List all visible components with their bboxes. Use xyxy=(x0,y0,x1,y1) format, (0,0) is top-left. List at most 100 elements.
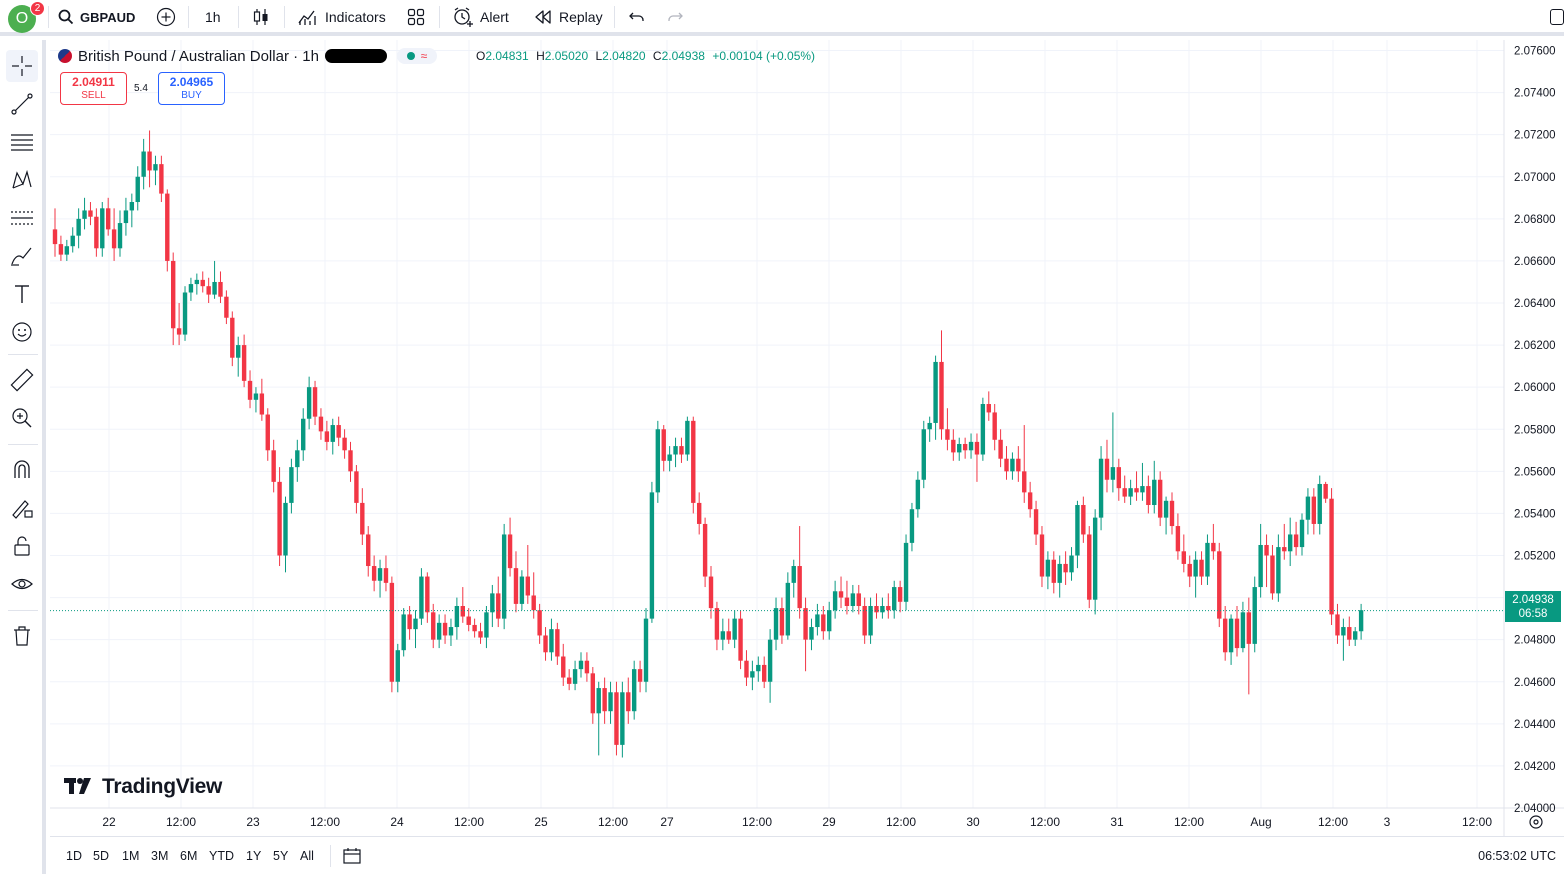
candle-body xyxy=(1157,479,1163,518)
candle-body xyxy=(862,606,867,636)
utc-clock[interactable]: 06:53:02 UTC xyxy=(1478,849,1556,863)
candle-body xyxy=(70,235,75,247)
settings-gear[interactable] xyxy=(1529,815,1543,829)
price-tick-label: 2.04200 xyxy=(1514,761,1556,773)
candle-body xyxy=(1169,500,1175,527)
candle-body xyxy=(915,479,921,510)
candle-body xyxy=(454,606,460,628)
candle-body xyxy=(543,635,548,653)
buy-price: 2.04965 xyxy=(169,74,214,89)
gear-icon-center xyxy=(1533,819,1539,825)
compare-symbol-button[interactable] xyxy=(156,0,176,34)
tradingview-logo[interactable]: TradingView xyxy=(64,775,222,799)
range-1y-button[interactable]: 1Y xyxy=(246,849,262,863)
candle-body xyxy=(230,317,235,358)
candle-body xyxy=(649,492,655,619)
candle-body xyxy=(744,660,749,678)
candle-body xyxy=(673,446,678,455)
undo-button[interactable] xyxy=(628,0,646,34)
candle-body xyxy=(425,576,430,613)
candle-body xyxy=(176,328,182,335)
trend-line-tool[interactable] xyxy=(6,88,38,120)
brush-tool[interactable] xyxy=(6,240,38,272)
spread-value: 5.4 xyxy=(134,83,148,94)
toolbar-divider xyxy=(48,6,49,28)
range-5y-button[interactable]: 5Y xyxy=(273,849,289,863)
price-tick-label: 2.04800 xyxy=(1514,635,1556,647)
rewind-icon xyxy=(535,10,551,24)
range-1m-button[interactable]: 1M xyxy=(122,849,140,863)
interval-button[interactable]: 1h xyxy=(205,0,221,34)
range-5d-button[interactable]: 5D xyxy=(93,849,109,863)
symbol-search-button[interactable]: GBPAUD xyxy=(58,0,135,34)
close-key: C xyxy=(652,49,662,63)
candle-body xyxy=(1122,488,1127,497)
forecast-tool[interactable] xyxy=(6,202,38,234)
price-scale[interactable]: 2.07600 2.07400 2.07200 2.07000 2.06800 2.066… xyxy=(1514,46,1556,815)
candle-body xyxy=(1199,559,1204,577)
fib-tool[interactable] xyxy=(6,126,38,158)
remove-drawings-tool[interactable] xyxy=(6,620,38,652)
hide-drawings-tool[interactable] xyxy=(6,568,38,600)
fullscreen-button[interactable] xyxy=(1550,0,1564,34)
range-6m-button[interactable]: 6M xyxy=(180,849,198,863)
candle-body xyxy=(827,610,832,632)
candle-body xyxy=(366,534,371,567)
candlestick-chart[interactable]: 2.07600 2.07400 2.07200 2.07000 2.06800 2.066… xyxy=(50,40,1564,836)
templates-button[interactable] xyxy=(406,0,426,34)
price-tick-label: 2.04400 xyxy=(1514,719,1556,731)
candle-body xyxy=(1181,551,1187,564)
indicators-button[interactable]: Indicators xyxy=(297,0,386,34)
buy-button[interactable]: 2.04965 BUY xyxy=(158,72,225,105)
time-tick-label: 27 xyxy=(660,815,674,829)
stay-in-drawing-mode-tool[interactable] xyxy=(6,492,38,524)
range-ytd-button[interactable]: YTD xyxy=(209,849,234,863)
emoji-tool[interactable] xyxy=(6,316,38,348)
candle-body xyxy=(566,677,572,684)
range-1d-button[interactable]: 1D xyxy=(66,849,82,863)
candle-body xyxy=(838,591,844,598)
time-tick-label: 12:00 xyxy=(1462,815,1492,829)
candle-body xyxy=(726,631,731,640)
range-3m-button[interactable]: 3M xyxy=(151,849,169,863)
redo-button[interactable] xyxy=(666,0,684,34)
market-status-badge[interactable]: ≈ xyxy=(396,48,437,64)
candle-body xyxy=(1057,563,1062,583)
candle-body xyxy=(1240,612,1246,649)
time-scale[interactable]: 22 12:00 23 12:00 24 12:00 25 12:00 27 12:00 29 12:… xyxy=(102,815,1492,829)
candle-body xyxy=(951,439,956,453)
range-all-button[interactable]: All xyxy=(300,849,314,863)
candle-body xyxy=(413,618,418,630)
candle-body xyxy=(1104,458,1110,480)
legend-title[interactable]: British Pound / Australian Dollar · 1h xyxy=(78,47,319,65)
symbol-name: GBPAUD xyxy=(80,9,136,25)
candle-body xyxy=(614,692,619,745)
zoom-tool[interactable] xyxy=(6,402,38,434)
alert-button[interactable]: Alert xyxy=(452,0,509,34)
pattern-tool[interactable] xyxy=(6,164,38,196)
plus-circle-icon xyxy=(156,7,176,27)
redacted-block xyxy=(324,49,387,63)
crosshair-tool[interactable] xyxy=(6,50,38,82)
lock-drawings-tool[interactable] xyxy=(6,530,38,562)
candle-body xyxy=(1063,563,1068,573)
candle-body xyxy=(436,622,442,640)
candle-body xyxy=(100,208,105,249)
candle-body xyxy=(797,566,802,609)
time-tick-label: 12:00 xyxy=(1174,815,1204,829)
sell-button[interactable]: 2.04911 SELL xyxy=(60,72,127,105)
candle-body xyxy=(1217,551,1222,619)
candle-body xyxy=(1311,496,1317,524)
magnet-tool[interactable] xyxy=(6,454,38,486)
candle-body xyxy=(147,151,152,171)
replay-button[interactable]: Replay xyxy=(533,0,603,34)
candle-body xyxy=(880,606,885,613)
time-tick-label: 12:00 xyxy=(598,815,628,829)
measure-tool[interactable] xyxy=(6,364,38,396)
candle-body xyxy=(696,502,702,524)
go-to-date-button[interactable] xyxy=(342,846,362,871)
candle-body xyxy=(466,616,471,625)
candle-body xyxy=(135,176,140,203)
text-tool[interactable] xyxy=(6,278,38,310)
chart-type-button[interactable] xyxy=(251,0,271,34)
